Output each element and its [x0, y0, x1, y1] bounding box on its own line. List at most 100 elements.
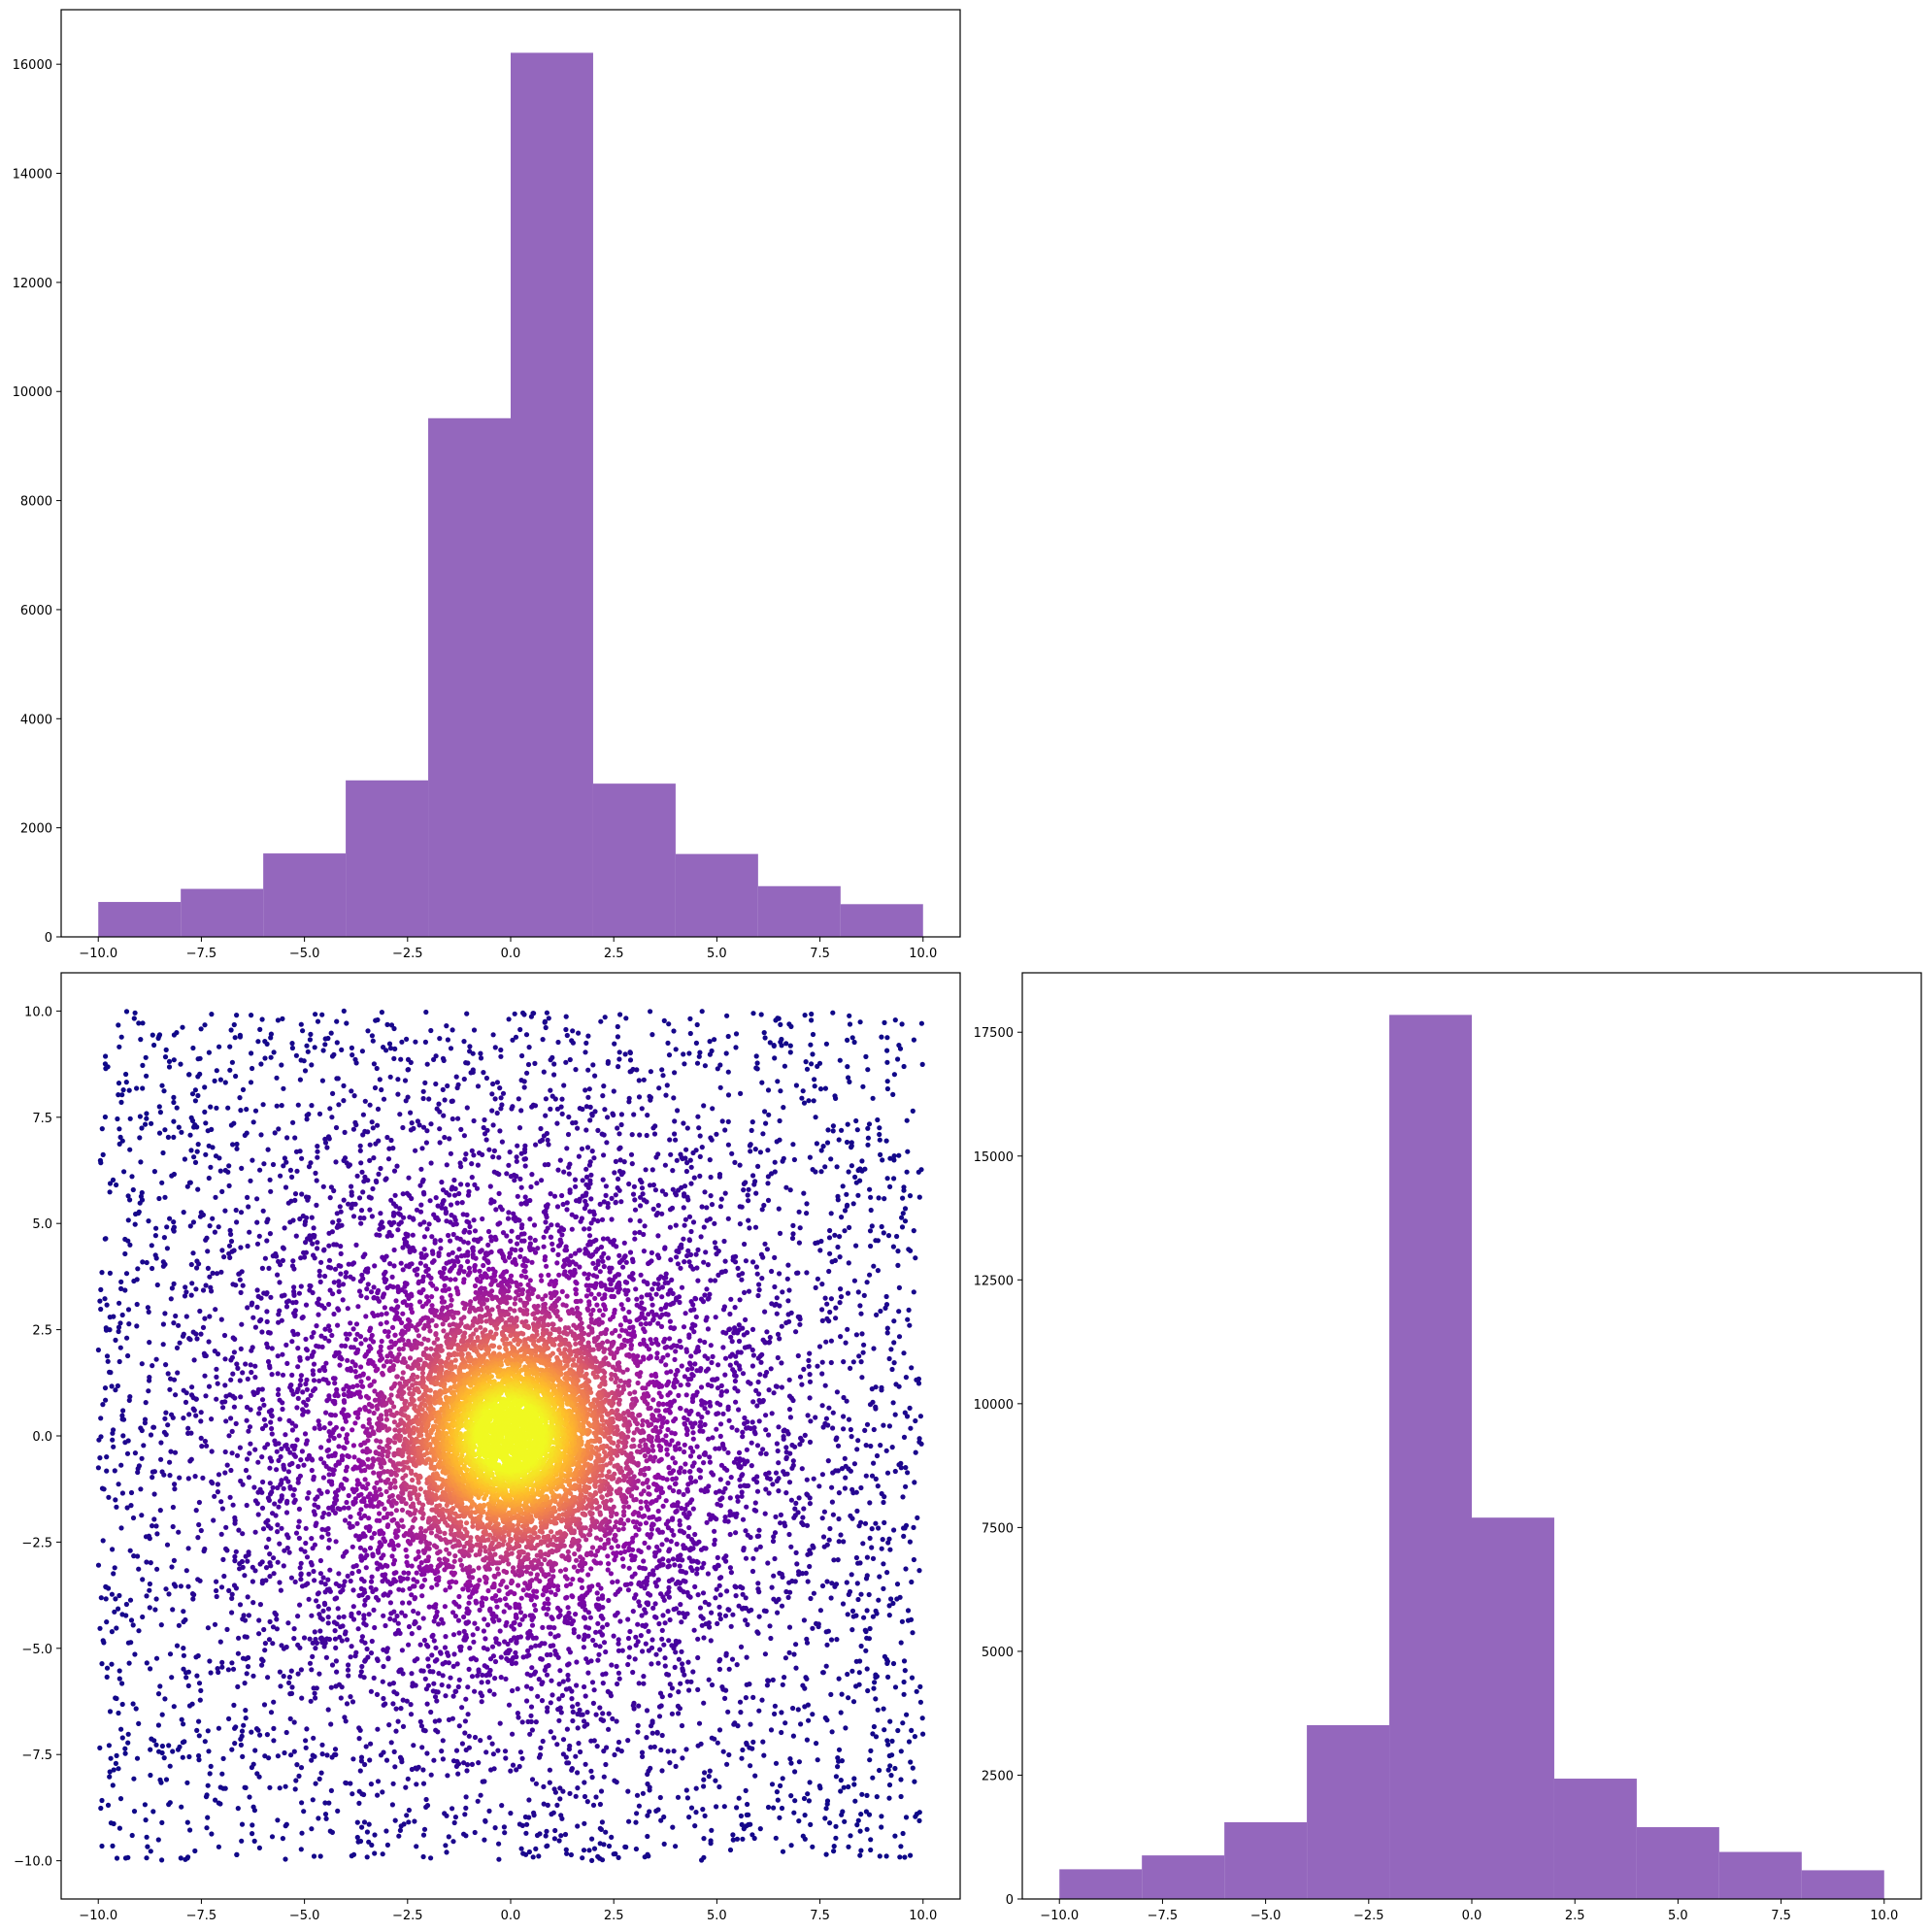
- scatter-point: [620, 1264, 626, 1270]
- scatter-point: [114, 1855, 120, 1861]
- scatter-point: [270, 1624, 277, 1630]
- scatter-point: [361, 1613, 367, 1618]
- scatter-point: [539, 1698, 546, 1704]
- scatter-point: [118, 1525, 124, 1531]
- scatter-point: [665, 1609, 671, 1615]
- scatter-point: [737, 1366, 743, 1372]
- scatter-point: [102, 1296, 108, 1302]
- scatter-point: [690, 1219, 697, 1225]
- scatter-point: [498, 1053, 504, 1059]
- scatter-point: [222, 1382, 228, 1388]
- scatter-point: [289, 1460, 295, 1466]
- scatter-point: [478, 1050, 483, 1056]
- scatter-point: [881, 1706, 886, 1712]
- scatter-point: [717, 1421, 724, 1427]
- scatter-point: [214, 1366, 219, 1372]
- scatter-point: [717, 1656, 723, 1663]
- scatter-point: [483, 1636, 488, 1642]
- scatter-point: [724, 1761, 730, 1767]
- scatter-point: [804, 1211, 810, 1216]
- scatter-point: [304, 1554, 311, 1560]
- scatter-point: [388, 1197, 394, 1203]
- scatter-point: [705, 1262, 712, 1268]
- scatter-point: [609, 1216, 615, 1222]
- scatter-point: [765, 1197, 772, 1203]
- scatter-point: [328, 1787, 334, 1793]
- scatter-point: [649, 1032, 655, 1038]
- scatter-point: [837, 1300, 843, 1306]
- scatter-point: [188, 1292, 194, 1298]
- scatter-point: [648, 1765, 653, 1771]
- scatter-point: [686, 1238, 693, 1244]
- scatter-point: [884, 1085, 891, 1092]
- scatter-point: [709, 1137, 715, 1143]
- scatter-point: [174, 1345, 181, 1350]
- scatter-point: [766, 1340, 772, 1346]
- scatter-point: [309, 1826, 315, 1832]
- scatter-point: [381, 1695, 386, 1702]
- scatter-point: [686, 1259, 692, 1265]
- scatter-point: [851, 1461, 858, 1467]
- scatter-point: [248, 1441, 253, 1447]
- scatter-point: [788, 1760, 794, 1766]
- scatter-point: [283, 1304, 290, 1310]
- scatter-point: [276, 1441, 282, 1447]
- scatter-point: [904, 1169, 910, 1175]
- scatter-point: [684, 1679, 690, 1684]
- scatter-point: [671, 1607, 677, 1613]
- scatter-point: [725, 1449, 731, 1455]
- scatter-point: [321, 1600, 327, 1606]
- scatter-point: [417, 1718, 423, 1724]
- scatter-point: [148, 1849, 153, 1854]
- scatter-point: [783, 1319, 789, 1326]
- scatter-point: [334, 1669, 340, 1675]
- scatter-point: [505, 1216, 512, 1221]
- scatter-point: [375, 1122, 381, 1128]
- scatter-point: [598, 1716, 604, 1722]
- scatter-point: [268, 1035, 274, 1041]
- scatter-point: [667, 1682, 673, 1687]
- scatter-point: [779, 1323, 784, 1329]
- scatter-point: [453, 1221, 459, 1227]
- scatter-point: [614, 1718, 619, 1724]
- scatter-point: [164, 1246, 170, 1251]
- scatter-point: [847, 1021, 853, 1027]
- scatter-point: [603, 1192, 609, 1198]
- scatter-point: [732, 1720, 738, 1726]
- scatter-point: [830, 1410, 836, 1416]
- scatter-point: [252, 1568, 258, 1574]
- scatter-point: [252, 1324, 258, 1330]
- scatter-point: [259, 1329, 265, 1335]
- scatter-point: [424, 1701, 430, 1707]
- scatter-point: [370, 1125, 376, 1131]
- scatter-point: [849, 1627, 855, 1633]
- scatter-point: [600, 1711, 606, 1716]
- scatter-point: [409, 1195, 415, 1202]
- scatter-point: [158, 1440, 164, 1446]
- scatter-point: [204, 1792, 210, 1798]
- scatter-point: [270, 1484, 276, 1490]
- scatter-point: [192, 1159, 199, 1165]
- scatter-point: [329, 1662, 336, 1668]
- scatter-point: [627, 1274, 633, 1280]
- scatter-point: [802, 1813, 808, 1818]
- scatter-point: [490, 1751, 496, 1757]
- scatter-point: [751, 1507, 757, 1513]
- scatter-point: [514, 1154, 519, 1160]
- scatter-point: [626, 1099, 632, 1105]
- scatter-point: [97, 1298, 103, 1304]
- scatter-point: [873, 1608, 879, 1614]
- scatter-point: [616, 1049, 622, 1055]
- scatter-point: [291, 1626, 297, 1632]
- scatter-point: [205, 1728, 211, 1734]
- scatter-point: [774, 1478, 780, 1484]
- scatter-point: [300, 1028, 306, 1034]
- scatter-point: [707, 1399, 713, 1406]
- scatter-point: [105, 1064, 111, 1070]
- scatter-point: [372, 1850, 378, 1856]
- scatter-point: [397, 1206, 403, 1212]
- scatter-point: [120, 1087, 126, 1093]
- scatter-point: [458, 1164, 464, 1170]
- scatter-point: [785, 1594, 791, 1600]
- scatter-point: [279, 1103, 284, 1109]
